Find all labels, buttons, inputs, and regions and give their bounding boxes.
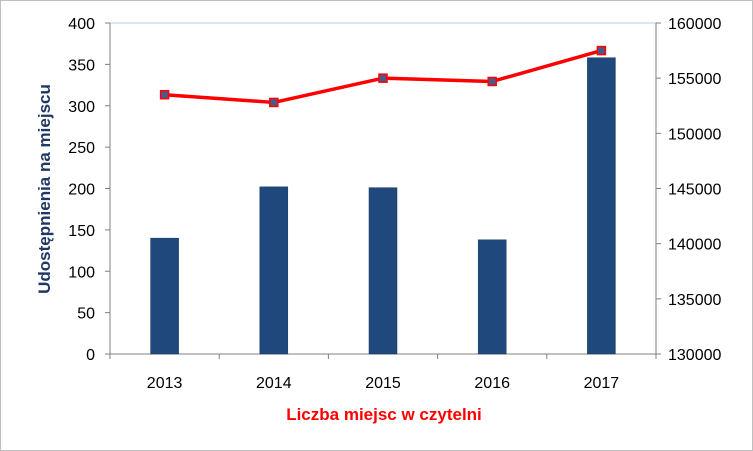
x-axis-title: Liczba miejsc w czytelni xyxy=(286,405,482,424)
y-tick-label: 0 xyxy=(86,347,95,364)
y-axis-title: Udostępnienia na miejscu xyxy=(35,84,54,294)
bar xyxy=(587,57,616,355)
bar-series xyxy=(150,57,616,355)
y-tick-label: 350 xyxy=(68,57,95,74)
bar xyxy=(477,239,507,355)
y2-tick-label: 140000 xyxy=(668,237,721,254)
right-axis-ticks: 130000 135000 140000 145000 150000 155000 1600… xyxy=(656,16,721,364)
line-point xyxy=(596,45,607,56)
y2-tick-label: 130000 xyxy=(668,347,721,364)
y2-tick-label: 160000 xyxy=(668,16,721,33)
line-series xyxy=(159,45,607,108)
x-axis-ticks: 2013 2014 2015 2016 2017 xyxy=(147,375,619,392)
y-tick-label: 250 xyxy=(68,140,95,157)
x-tick-label: 2015 xyxy=(365,375,401,392)
bar xyxy=(368,187,398,355)
y-tick-label: 400 xyxy=(68,16,95,33)
y2-tick-label: 145000 xyxy=(668,182,721,199)
line-point xyxy=(487,76,497,87)
y-tick-label: 50 xyxy=(77,306,95,323)
line-point xyxy=(159,89,170,100)
y2-tick-label: 150000 xyxy=(668,126,721,143)
y-tick-label: 150 xyxy=(68,223,95,240)
y2-tick-label: 155000 xyxy=(668,71,721,88)
x-tick-label: 2013 xyxy=(147,375,183,392)
bar xyxy=(259,186,289,355)
y2-tick-label: 135000 xyxy=(668,292,721,309)
y-tick-label: 100 xyxy=(68,264,95,281)
y-tick-label: 300 xyxy=(68,99,95,116)
x-tick-label: 2016 xyxy=(474,375,510,392)
y-tick-label: 200 xyxy=(68,182,95,199)
left-axis-ticks: 0 50 100 150 200 250 300 350 400 xyxy=(68,16,110,364)
x-tick-label: 2014 xyxy=(256,375,292,392)
bar xyxy=(150,237,179,355)
line-point xyxy=(378,73,388,83)
x-tick-label: 2017 xyxy=(584,375,620,392)
line-point xyxy=(269,97,279,108)
